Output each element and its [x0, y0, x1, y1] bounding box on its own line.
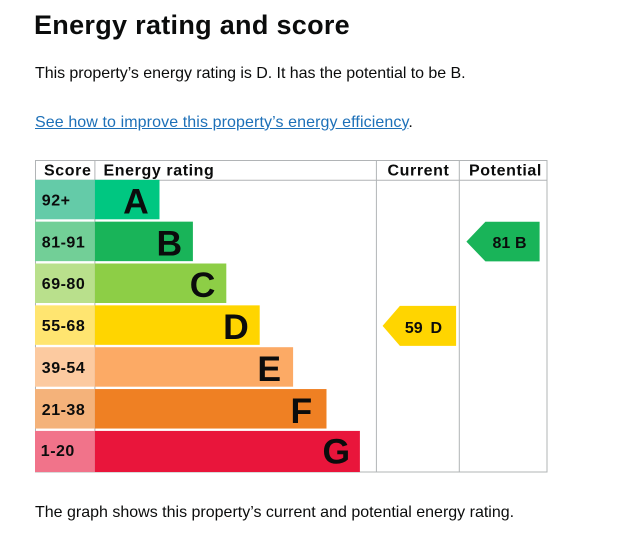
- svg-text:55-68: 55-68: [42, 318, 85, 335]
- svg-text:B: B: [515, 235, 527, 252]
- svg-text:Score: Score: [44, 162, 91, 179]
- svg-text:92+: 92+: [42, 193, 71, 210]
- svg-text:81-91: 81-91: [42, 234, 85, 251]
- svg-text:B: B: [156, 223, 182, 263]
- svg-text:D: D: [431, 320, 443, 337]
- svg-text:Current: Current: [388, 162, 450, 179]
- svg-text:D: D: [223, 307, 249, 347]
- svg-text:21-38: 21-38: [42, 402, 85, 419]
- svg-text:59: 59: [405, 320, 423, 337]
- svg-text:39-54: 39-54: [42, 360, 85, 377]
- svg-text:A: A: [123, 182, 149, 222]
- svg-text:Energy rating: Energy rating: [104, 162, 215, 179]
- svg-text:Potential: Potential: [469, 162, 542, 179]
- svg-text:C: C: [190, 265, 216, 305]
- svg-text:F: F: [291, 391, 313, 431]
- svg-text:G: G: [322, 432, 350, 472]
- svg-text:69-80: 69-80: [42, 276, 85, 293]
- svg-text:81: 81: [493, 235, 511, 252]
- svg-text:E: E: [257, 349, 281, 389]
- svg-text:1-20: 1-20: [41, 443, 75, 460]
